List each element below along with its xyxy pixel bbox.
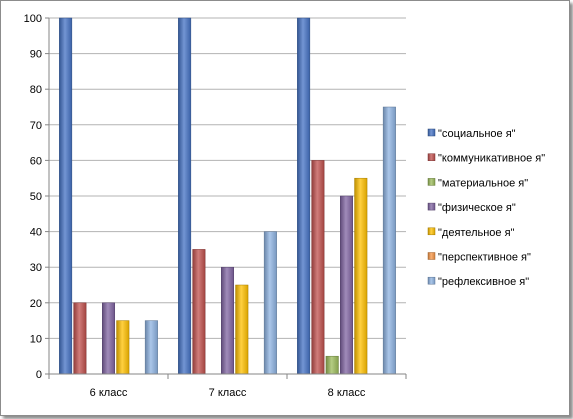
y-tick-label: 10 [30, 333, 42, 345]
bar [178, 17, 192, 375]
bar [102, 302, 115, 375]
bar [192, 249, 206, 375]
bar [382, 106, 396, 375]
bar [311, 160, 325, 375]
legend-label: "деятельное я" [438, 227, 515, 239]
bars [59, 17, 396, 375]
y-tick-label: 0 [36, 369, 42, 381]
x-tick-label: 6 класс [90, 387, 128, 399]
bar [144, 320, 158, 375]
x-tick-label: 8 класс [328, 387, 366, 399]
y-tick-label: 70 [30, 120, 42, 132]
y-tick-label: 60 [30, 155, 42, 167]
legend-label: "социальное я" [438, 128, 516, 140]
bar [59, 17, 73, 375]
bar [325, 355, 339, 375]
bar [221, 266, 234, 375]
legend-label: "рефлексивное я" [438, 276, 529, 288]
y-tick-label: 20 [30, 298, 42, 310]
bar [263, 231, 277, 375]
y-tick-label: 100 [24, 13, 42, 25]
legend-swatch [427, 276, 436, 285]
axes: 0 10 20 30 40 50 60 70 80 90 100 6 класс 7 класс 8 кл… [24, 13, 407, 399]
y-tick-label: 30 [30, 262, 42, 274]
legend-swatch [427, 202, 436, 211]
bar [297, 17, 311, 375]
bar [235, 284, 249, 375]
y-tick-label: 90 [30, 49, 42, 61]
legend-swatch [427, 153, 436, 161]
legend-swatch [427, 178, 436, 186]
y-tick-label: 80 [30, 84, 42, 96]
bar [340, 195, 353, 375]
legend-label: "коммуникативное я" [438, 153, 545, 165]
bar [73, 302, 87, 375]
y-tick-label: 50 [30, 191, 42, 203]
legend-swatch [427, 227, 436, 236]
bar [354, 177, 368, 375]
bar-chart: 0 10 20 30 40 50 60 70 80 90 100 6 класс 7 класс 8 кл… [24, 13, 546, 399]
legend-swatch [427, 252, 436, 260]
x-tick-label: 7 класс [209, 387, 247, 399]
legend: "социальное я" "коммуникативное я" "матери… [427, 128, 545, 288]
y-tick-label: 40 [30, 227, 42, 239]
bar [116, 320, 130, 375]
legend-swatch [427, 128, 436, 137]
legend-label: "физическое я" [438, 202, 516, 214]
legend-label: "материальное я" [438, 177, 528, 189]
legend-label: "перспективное я" [438, 252, 531, 264]
